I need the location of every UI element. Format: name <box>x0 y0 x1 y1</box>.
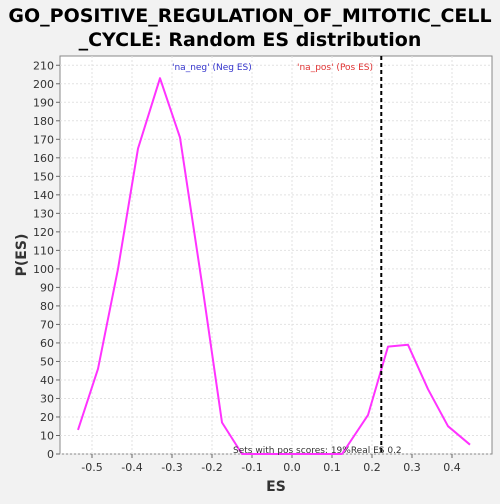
y-tick-label: 170 <box>33 133 54 146</box>
y-tick-label: 150 <box>33 170 54 183</box>
x-tick-label: 0.1 <box>323 461 341 474</box>
x-axis-label: ES <box>266 479 286 495</box>
x-tick-label: 0.3 <box>403 461 421 474</box>
y-tick-label: 50 <box>40 355 54 368</box>
grid-lines <box>60 56 492 455</box>
x-tick-label: 0.2 <box>363 461 381 474</box>
neg-es-label: 'na_neg' (Neg ES) <box>172 63 252 73</box>
y-tick-label: 140 <box>33 189 54 202</box>
x-tick-label: -0.4 <box>121 461 142 474</box>
bottom-note: Sets with pos scores: 19%Real ES 0.2 <box>233 446 402 456</box>
x-tick-label: 0.0 <box>283 461 301 474</box>
y-tick-label: 180 <box>33 115 54 128</box>
chart-title-line-1: GO_POSITIVE_REGULATION_OF_MITOTIC_CELL <box>8 5 491 27</box>
x-tick-label: -0.3 <box>161 461 182 474</box>
es-distribution-line <box>77 77 471 455</box>
y-tick-label: 90 <box>40 281 54 294</box>
y-tick-label: 30 <box>40 392 54 405</box>
y-tick-label: 80 <box>40 300 54 313</box>
pos-es-label: 'na_pos' (Pos ES) <box>297 63 373 73</box>
y-tick-label: 100 <box>33 263 54 276</box>
x-tick-label: -0.2 <box>201 461 222 474</box>
y-axis-label: P(ES) <box>14 234 30 277</box>
y-tick-label: 60 <box>40 337 54 350</box>
y-tick-label: 210 <box>33 59 54 72</box>
x-tick-label: -0.5 <box>81 461 102 474</box>
y-tick-label: 200 <box>33 78 54 91</box>
x-tick-label: -0.1 <box>241 461 262 474</box>
chart-title-line-2: _CYCLE: Random ES distribution <box>79 29 422 51</box>
y-tick-label: 40 <box>40 374 54 387</box>
x-tick-label: 0.4 <box>443 461 461 474</box>
y-tick-label: 70 <box>40 318 54 331</box>
y-tick-label: 0 <box>47 448 54 461</box>
y-tick-label: 130 <box>33 207 54 220</box>
axes: 0 10 20 30 40 50 60 70 80 90 100 110 120 130 140 150 160… <box>33 59 461 474</box>
y-tick-label: 160 <box>33 152 54 165</box>
y-tick-label: 190 <box>33 96 54 109</box>
y-tick-label: 10 <box>40 429 54 442</box>
series-layer <box>77 56 471 455</box>
y-tick-label: 20 <box>40 411 54 424</box>
plot-area <box>59 55 493 455</box>
y-tick-label: 120 <box>33 226 54 239</box>
y-tick-label: 110 <box>33 244 54 257</box>
